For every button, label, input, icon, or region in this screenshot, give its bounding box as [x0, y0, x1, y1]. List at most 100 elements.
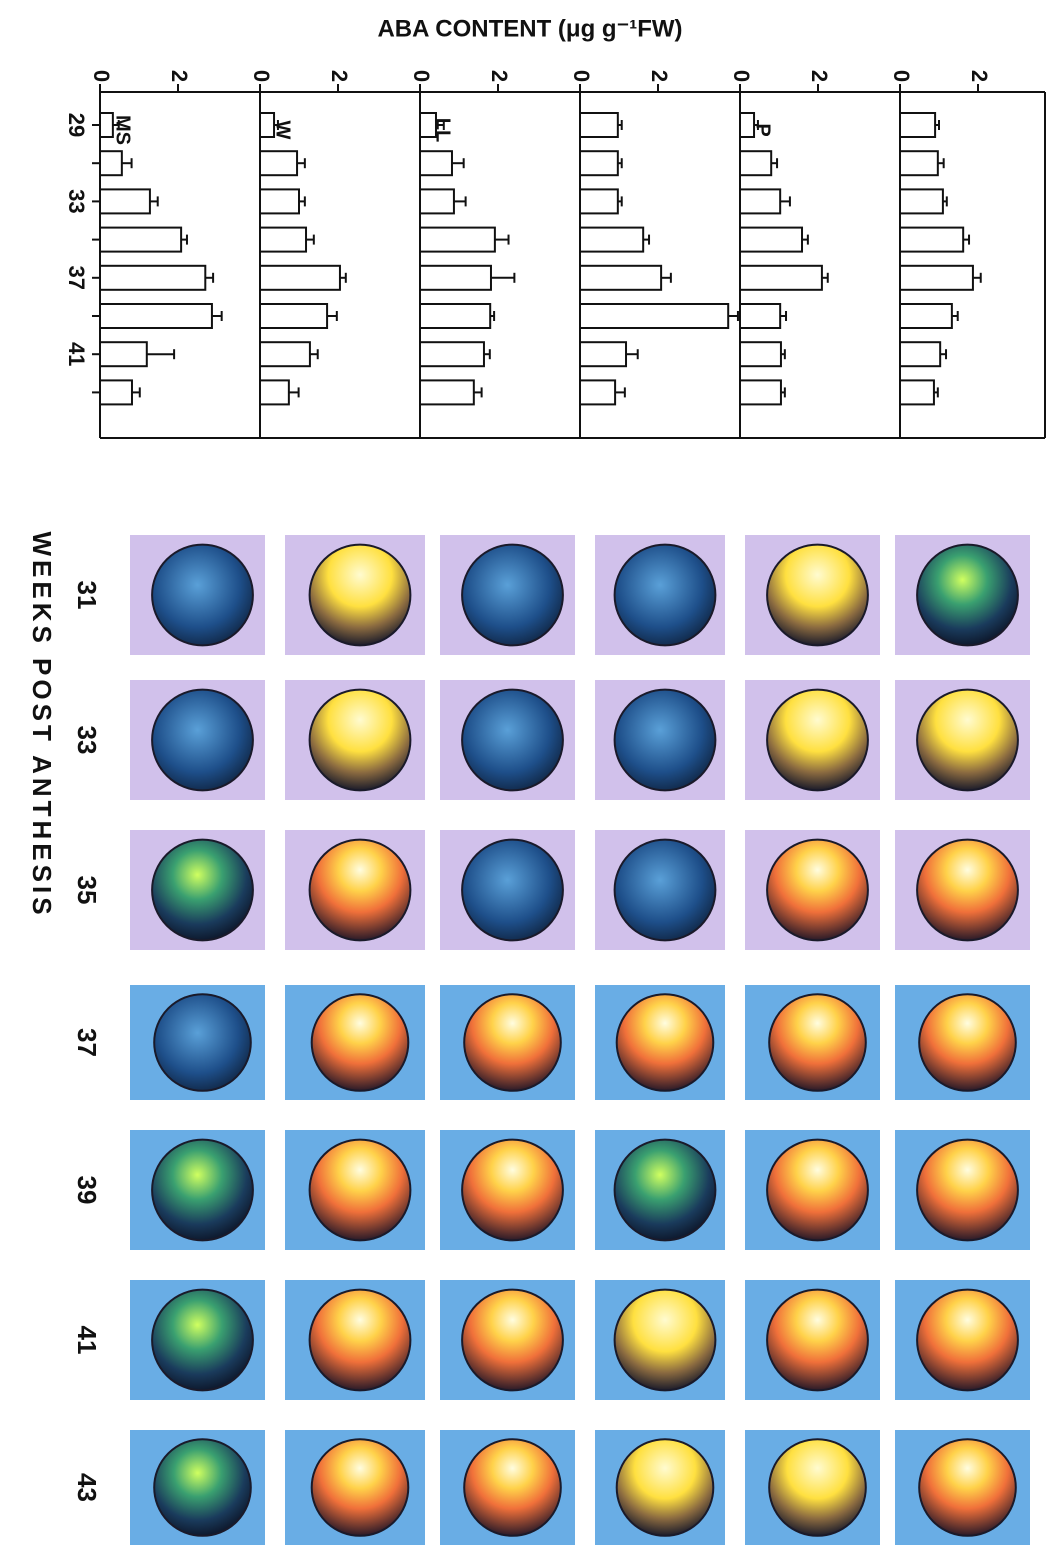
fruit	[615, 1290, 716, 1391]
bar	[260, 380, 289, 404]
fruit	[310, 690, 411, 791]
fruit	[615, 690, 716, 791]
bar	[100, 113, 113, 137]
fruit	[310, 545, 411, 646]
fruit	[152, 545, 253, 646]
bar	[740, 151, 771, 175]
photo-caption: WEEKS POST ANTHESIS	[27, 531, 57, 918]
bar	[580, 189, 618, 213]
fruit	[462, 840, 563, 941]
x-tick-label: 2	[327, 70, 352, 82]
fruit	[919, 1439, 1016, 1536]
bar	[580, 151, 618, 175]
fruit	[767, 1140, 868, 1241]
fruit	[917, 690, 1018, 791]
week-label: 35	[72, 876, 102, 905]
week-label: 33	[72, 726, 102, 755]
bar	[420, 380, 474, 404]
bar	[580, 228, 643, 252]
bar	[260, 228, 306, 252]
bar	[420, 342, 484, 366]
bar	[900, 113, 935, 137]
fruit	[917, 1140, 1018, 1241]
fruit	[310, 840, 411, 941]
bar	[740, 304, 780, 328]
x-tick-label: 0	[569, 70, 594, 82]
bar	[420, 113, 436, 137]
fruit	[917, 1290, 1018, 1391]
fruit	[617, 994, 714, 1091]
bar	[260, 189, 299, 213]
fruit	[312, 1439, 409, 1536]
bar	[100, 342, 147, 366]
bar	[100, 304, 212, 328]
fruit	[152, 690, 253, 791]
x-tick-label: 0	[729, 70, 754, 82]
bar	[260, 342, 310, 366]
bar	[580, 113, 618, 137]
figure: ABA CONTENT (μg g⁻¹FW) WEEKS POST ANTHES…	[0, 0, 1053, 1545]
bar	[420, 151, 452, 175]
fruit	[767, 1290, 868, 1391]
week-label: 31	[72, 581, 102, 610]
fruit	[767, 840, 868, 941]
fruit	[464, 1439, 561, 1536]
bar	[100, 189, 150, 213]
bar	[900, 266, 973, 290]
fruit	[462, 545, 563, 646]
fruit	[310, 1140, 411, 1241]
fruit	[462, 690, 563, 791]
week-label: 43	[72, 1473, 102, 1502]
fruit	[310, 1290, 411, 1391]
bar	[260, 113, 274, 137]
fruit	[769, 1439, 866, 1536]
fruit	[152, 1290, 253, 1391]
bar	[900, 342, 940, 366]
bar	[900, 380, 934, 404]
bar	[420, 266, 491, 290]
x-tick-label: 2	[167, 70, 192, 82]
bar	[260, 304, 327, 328]
bar	[100, 228, 181, 252]
bar	[260, 151, 297, 175]
bar	[100, 266, 205, 290]
x-tick-label: 2	[487, 70, 512, 82]
bar	[740, 380, 781, 404]
y-tick-label: 29	[64, 113, 89, 137]
bar	[900, 151, 938, 175]
bar	[420, 304, 490, 328]
bar	[100, 380, 132, 404]
panel-label: MS	[112, 115, 134, 145]
bar	[900, 189, 943, 213]
bar	[740, 228, 802, 252]
fruit	[767, 545, 868, 646]
bar	[900, 228, 963, 252]
week-label: 39	[72, 1176, 102, 1205]
fruit	[154, 994, 251, 1091]
bar	[580, 380, 615, 404]
bar	[580, 266, 661, 290]
fruit	[462, 1140, 563, 1241]
chart-title: ABA CONTENT (μg g⁻¹FW)	[377, 15, 682, 42]
fruit	[919, 994, 1016, 1091]
fruit	[615, 840, 716, 941]
bar	[580, 342, 626, 366]
fruit	[152, 840, 253, 941]
bar	[260, 266, 340, 290]
bar	[900, 304, 952, 328]
x-tick-label: 2	[647, 70, 672, 82]
bar	[100, 151, 122, 175]
bar	[420, 189, 454, 213]
fruit	[464, 994, 561, 1091]
fruit	[917, 545, 1018, 646]
fruit	[615, 545, 716, 646]
fruit	[917, 840, 1018, 941]
bar	[580, 304, 728, 328]
x-tick-label: 0	[409, 70, 434, 82]
x-tick-label: 0	[89, 70, 114, 82]
fruit	[154, 1439, 251, 1536]
bar	[740, 266, 822, 290]
y-tick-label: 33	[64, 189, 89, 213]
fruit	[769, 994, 866, 1091]
bar	[740, 113, 754, 137]
